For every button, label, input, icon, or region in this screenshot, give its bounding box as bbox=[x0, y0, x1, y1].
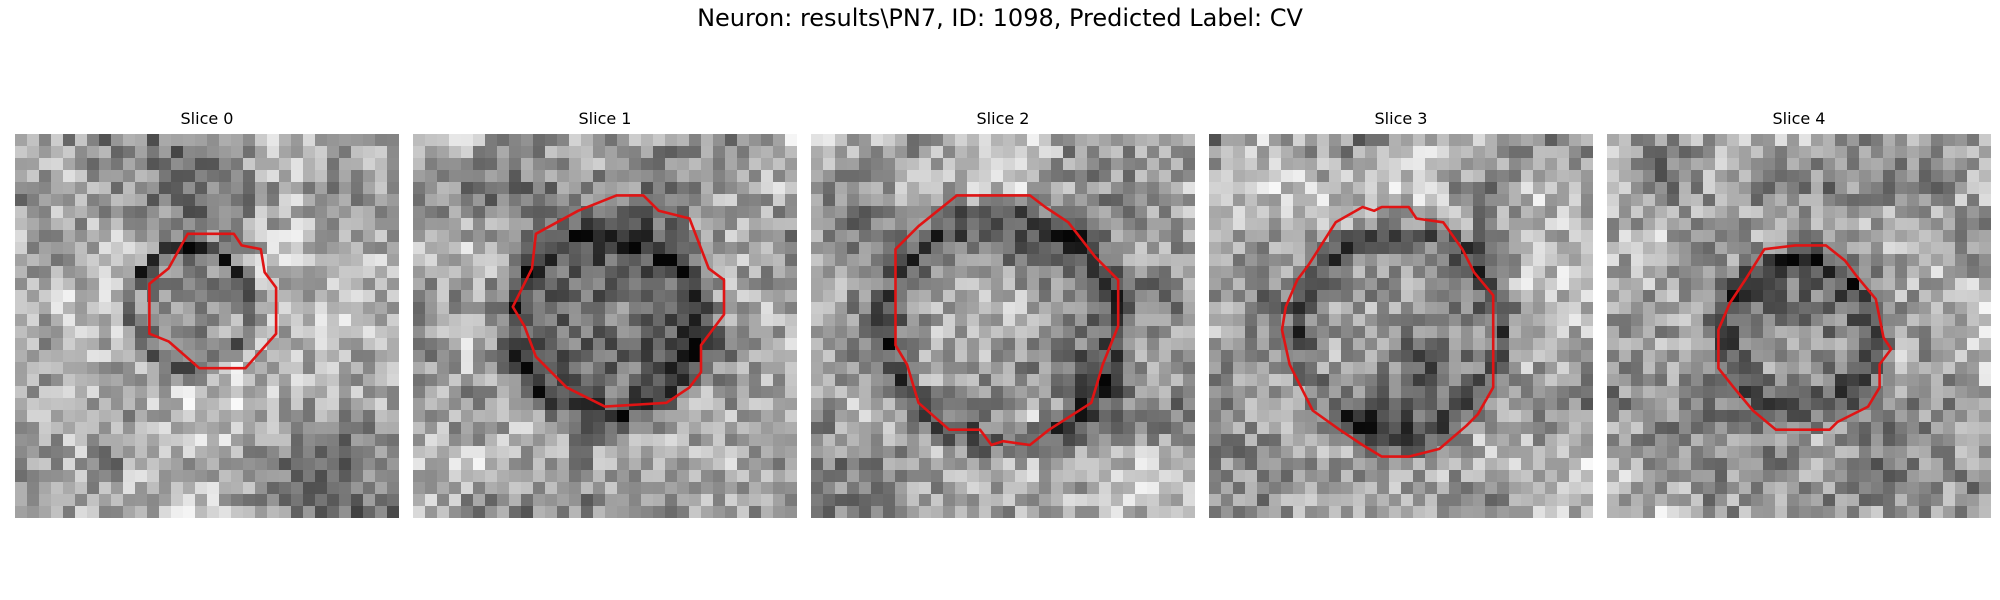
slice-image-4 bbox=[1607, 134, 1991, 518]
figure-title: Neuron: results\PN7, ID: 1098, Predicted… bbox=[697, 4, 1303, 32]
slice-image-0 bbox=[15, 134, 399, 518]
slice-panel-1: Slice 1 bbox=[413, 108, 797, 518]
segmentation-contour-0 bbox=[148, 232, 278, 370]
slice-panel-3: Slice 3 bbox=[1209, 108, 1593, 518]
segmentation-contour-1 bbox=[511, 194, 726, 408]
slice-title-2: Slice 2 bbox=[976, 109, 1030, 128]
slice-panel-0: Slice 0 bbox=[15, 108, 399, 518]
slice-image-1 bbox=[413, 134, 797, 518]
slice-title-3: Slice 3 bbox=[1374, 109, 1428, 128]
slice-title-1: Slice 1 bbox=[578, 109, 632, 128]
segmentation-contour-3 bbox=[1280, 205, 1495, 458]
slice-title-4: Slice 4 bbox=[1772, 109, 1826, 128]
slice-panel-2: Slice 2 bbox=[811, 108, 1195, 518]
segmentation-contour-2 bbox=[894, 194, 1120, 447]
segmentation-contour-4 bbox=[1717, 244, 1893, 432]
slice-image-2 bbox=[811, 134, 1195, 518]
slice-panel-4: Slice 4 bbox=[1607, 108, 1991, 518]
slice-title-0: Slice 0 bbox=[180, 109, 234, 128]
slice-image-3 bbox=[1209, 134, 1593, 518]
